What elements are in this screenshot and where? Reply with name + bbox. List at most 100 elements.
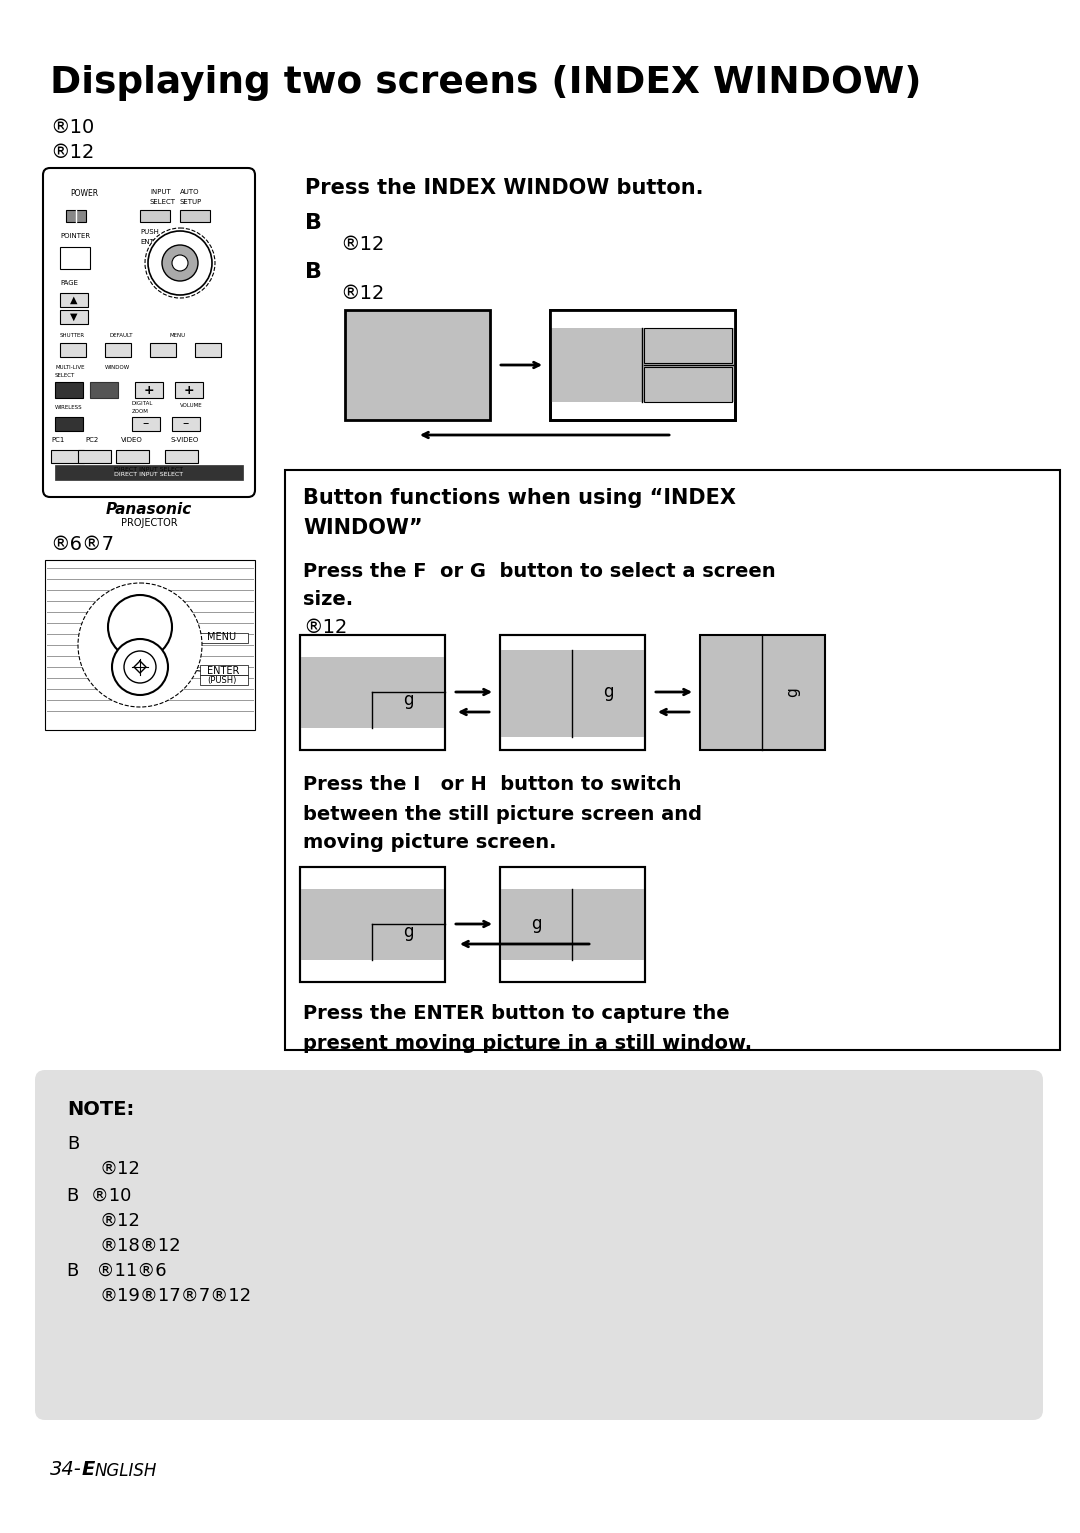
Bar xyxy=(55,382,83,399)
Bar xyxy=(550,310,735,420)
Text: ®12: ®12 xyxy=(100,1213,140,1229)
Bar xyxy=(372,691,444,727)
Bar xyxy=(200,633,248,642)
Bar xyxy=(172,417,200,431)
Bar xyxy=(300,635,445,750)
Text: S-VIDEO: S-VIDEO xyxy=(171,437,199,443)
Text: NOTE:: NOTE: xyxy=(67,1101,134,1119)
Text: Press the ENTER button to capture the: Press the ENTER button to capture the xyxy=(303,1004,730,1023)
Text: g: g xyxy=(785,687,800,698)
Bar xyxy=(200,675,248,685)
Text: +: + xyxy=(184,383,194,397)
Bar xyxy=(500,868,645,983)
Text: –: – xyxy=(143,417,149,431)
Bar xyxy=(300,635,445,750)
Bar xyxy=(300,658,445,728)
Circle shape xyxy=(108,595,172,659)
Bar xyxy=(55,417,83,431)
Bar xyxy=(500,635,645,750)
Text: INPUT: INPUT xyxy=(150,189,171,195)
Circle shape xyxy=(148,231,212,294)
Bar xyxy=(700,635,825,750)
Text: Button functions when using “INDEX: Button functions when using “INDEX xyxy=(303,487,735,507)
Text: DEFAULT: DEFAULT xyxy=(110,333,134,337)
Text: B   ®11®6: B ®11®6 xyxy=(67,1262,166,1280)
Bar xyxy=(90,382,118,399)
Text: SHUTTER: SHUTTER xyxy=(60,333,85,337)
Text: PAGE: PAGE xyxy=(60,281,78,287)
Text: ®6®7: ®6®7 xyxy=(50,535,114,553)
Text: Press the INDEX WINDOW button.: Press the INDEX WINDOW button. xyxy=(305,178,703,198)
Text: Displaying two screens (INDEX WINDOW): Displaying two screens (INDEX WINDOW) xyxy=(50,64,921,101)
Text: ▼: ▼ xyxy=(70,313,78,322)
Bar xyxy=(116,451,149,463)
Circle shape xyxy=(112,639,168,694)
Text: between the still picture screen and: between the still picture screen and xyxy=(303,805,702,825)
Text: ▲: ▲ xyxy=(70,294,78,305)
Text: ®12: ®12 xyxy=(340,235,384,254)
Bar xyxy=(55,464,243,480)
Bar xyxy=(300,868,445,983)
Text: WINDOW”: WINDOW” xyxy=(303,518,422,538)
Text: ZOOM: ZOOM xyxy=(132,409,149,414)
Text: ENTER: ENTER xyxy=(140,239,163,245)
Text: PC2: PC2 xyxy=(85,437,98,443)
Text: ®10: ®10 xyxy=(50,118,94,136)
Bar xyxy=(51,451,84,463)
Text: ®12: ®12 xyxy=(100,1160,140,1177)
Text: DIRECT INPUT SELECT: DIRECT INPUT SELECT xyxy=(114,472,184,477)
Text: VOLUME: VOLUME xyxy=(180,403,203,408)
Circle shape xyxy=(172,254,188,271)
Text: AUTO: AUTO xyxy=(180,189,200,195)
Bar xyxy=(140,210,170,222)
Text: B: B xyxy=(305,213,322,233)
Text: –: – xyxy=(183,417,189,431)
Bar xyxy=(60,293,87,307)
Text: ®19®17®7®12: ®19®17®7®12 xyxy=(100,1288,252,1305)
Text: g: g xyxy=(603,684,613,701)
Text: DIRECT INPUT SELECT: DIRECT INPUT SELECT xyxy=(114,468,184,472)
Text: SETUP: SETUP xyxy=(180,199,202,205)
Text: B: B xyxy=(305,262,322,282)
Text: PUSH: PUSH xyxy=(140,228,159,235)
Bar xyxy=(195,343,221,357)
Bar xyxy=(500,889,645,960)
Bar xyxy=(150,343,176,357)
Bar xyxy=(78,451,111,463)
Text: MENU: MENU xyxy=(170,333,186,337)
Bar xyxy=(66,210,86,222)
Text: VIDEO: VIDEO xyxy=(121,437,143,443)
Text: B  ®10: B ®10 xyxy=(67,1187,132,1205)
Text: +: + xyxy=(144,383,154,397)
Bar xyxy=(60,343,86,357)
Text: ®12: ®12 xyxy=(50,143,94,162)
Text: SELECT: SELECT xyxy=(55,373,76,379)
Bar xyxy=(180,210,210,222)
Bar xyxy=(175,382,203,399)
Text: ENTER: ENTER xyxy=(207,665,240,676)
Text: Panasonic: Panasonic xyxy=(106,501,192,517)
Circle shape xyxy=(78,583,202,707)
Bar xyxy=(345,310,490,420)
Bar xyxy=(105,343,131,357)
Bar xyxy=(300,868,445,983)
FancyBboxPatch shape xyxy=(35,1070,1043,1420)
Text: g: g xyxy=(403,923,414,941)
Text: E: E xyxy=(82,1459,95,1479)
Text: Press the F  or G  button to select a screen: Press the F or G button to select a scre… xyxy=(303,563,775,581)
Bar xyxy=(500,635,645,750)
Text: Press the I   or H  button to switch: Press the I or H button to switch xyxy=(303,776,681,794)
Text: ®12: ®12 xyxy=(303,618,348,638)
Text: DIGITAL: DIGITAL xyxy=(132,402,153,406)
Bar xyxy=(60,310,87,323)
Bar xyxy=(550,328,735,402)
Text: ®18®12: ®18®12 xyxy=(100,1237,181,1256)
Text: PROJECTOR: PROJECTOR xyxy=(121,518,177,527)
Text: MULTI-LIVE: MULTI-LIVE xyxy=(55,365,84,369)
Bar xyxy=(200,665,248,675)
Bar xyxy=(550,310,735,420)
Text: B: B xyxy=(67,1134,79,1153)
Bar xyxy=(132,417,160,431)
Text: moving picture screen.: moving picture screen. xyxy=(303,832,556,852)
Text: WIRELESS: WIRELESS xyxy=(55,405,83,409)
